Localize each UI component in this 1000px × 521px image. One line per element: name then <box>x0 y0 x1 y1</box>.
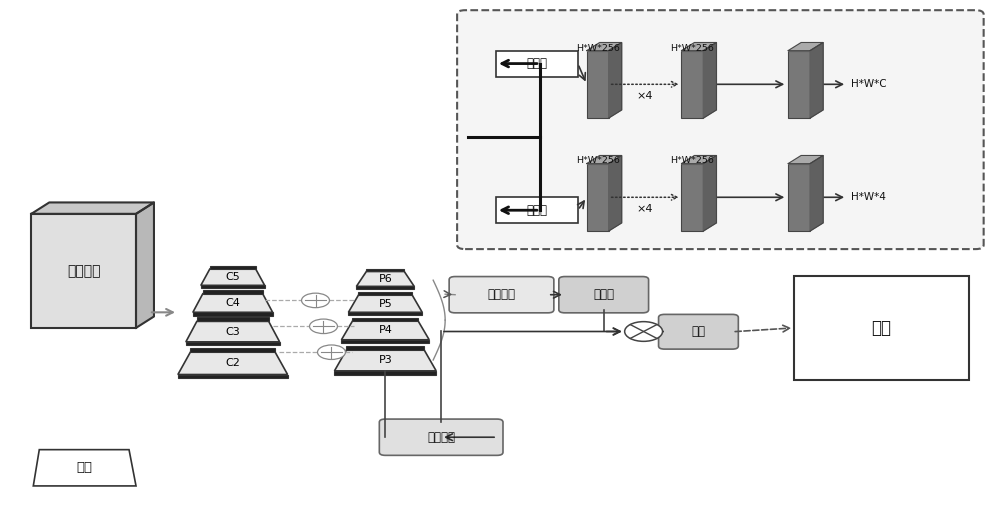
FancyBboxPatch shape <box>794 276 969 380</box>
Polygon shape <box>703 155 716 231</box>
FancyBboxPatch shape <box>203 290 263 294</box>
FancyBboxPatch shape <box>681 164 703 231</box>
Circle shape <box>310 319 337 333</box>
Circle shape <box>318 345 345 359</box>
Text: 回归器: 回归器 <box>526 204 547 217</box>
FancyBboxPatch shape <box>358 292 412 295</box>
Polygon shape <box>788 43 823 51</box>
FancyBboxPatch shape <box>496 51 578 77</box>
FancyBboxPatch shape <box>178 375 288 378</box>
FancyBboxPatch shape <box>379 419 503 455</box>
FancyBboxPatch shape <box>587 164 609 231</box>
Text: H*W*256: H*W*256 <box>576 156 620 165</box>
Text: C4: C4 <box>225 298 240 308</box>
Text: C5: C5 <box>225 272 240 282</box>
Text: 分割模块: 分割模块 <box>427 431 455 444</box>
Text: 输出: 输出 <box>871 319 891 337</box>
Text: H*W*256: H*W*256 <box>671 44 714 53</box>
FancyBboxPatch shape <box>659 314 738 349</box>
Text: ×4: ×4 <box>636 91 653 101</box>
Text: 主干网络: 主干网络 <box>67 264 100 278</box>
Polygon shape <box>681 43 716 51</box>
Text: P3: P3 <box>378 355 392 365</box>
Polygon shape <box>703 43 716 118</box>
Text: C2: C2 <box>225 358 240 368</box>
Text: ×4: ×4 <box>636 204 653 214</box>
FancyBboxPatch shape <box>356 287 414 289</box>
FancyBboxPatch shape <box>559 277 649 313</box>
Text: H*W*256: H*W*256 <box>576 44 620 53</box>
Text: 后处理: 后处理 <box>593 288 614 301</box>
Polygon shape <box>587 43 622 51</box>
Polygon shape <box>33 450 136 486</box>
Polygon shape <box>609 43 622 118</box>
Text: 输入: 输入 <box>77 461 93 474</box>
Text: P5: P5 <box>378 299 392 309</box>
FancyBboxPatch shape <box>788 164 810 231</box>
FancyBboxPatch shape <box>346 346 424 350</box>
Text: H*W*C: H*W*C <box>851 79 887 89</box>
FancyBboxPatch shape <box>352 318 418 321</box>
FancyBboxPatch shape <box>496 197 578 223</box>
FancyBboxPatch shape <box>31 214 136 328</box>
Circle shape <box>625 321 663 341</box>
FancyBboxPatch shape <box>334 371 436 375</box>
Polygon shape <box>186 321 280 342</box>
Text: H*W*4: H*W*4 <box>851 192 886 202</box>
FancyBboxPatch shape <box>788 51 810 118</box>
Polygon shape <box>681 155 716 164</box>
Polygon shape <box>810 155 823 231</box>
FancyBboxPatch shape <box>449 277 554 313</box>
Text: P6: P6 <box>378 274 392 284</box>
Text: H*W*256: H*W*256 <box>671 156 714 165</box>
FancyBboxPatch shape <box>341 340 429 343</box>
Text: 分类模块: 分类模块 <box>487 288 515 301</box>
Polygon shape <box>810 43 823 118</box>
Polygon shape <box>788 155 823 164</box>
FancyBboxPatch shape <box>210 266 256 269</box>
Polygon shape <box>609 155 622 231</box>
FancyBboxPatch shape <box>366 269 404 271</box>
Polygon shape <box>348 295 422 312</box>
Polygon shape <box>178 352 288 375</box>
Text: 分类器: 分类器 <box>526 57 547 70</box>
Polygon shape <box>334 350 436 371</box>
Polygon shape <box>201 269 265 286</box>
FancyBboxPatch shape <box>348 312 422 315</box>
FancyBboxPatch shape <box>197 317 269 321</box>
Circle shape <box>302 293 329 308</box>
FancyBboxPatch shape <box>681 51 703 118</box>
FancyBboxPatch shape <box>457 10 984 249</box>
Polygon shape <box>136 203 154 328</box>
Text: C3: C3 <box>225 327 240 337</box>
FancyBboxPatch shape <box>193 312 273 316</box>
Text: P4: P4 <box>378 326 392 336</box>
FancyBboxPatch shape <box>587 51 609 118</box>
FancyBboxPatch shape <box>201 286 265 288</box>
Polygon shape <box>193 294 273 312</box>
Polygon shape <box>587 155 622 164</box>
FancyBboxPatch shape <box>186 342 280 345</box>
Polygon shape <box>356 271 414 287</box>
Polygon shape <box>341 321 429 340</box>
Text: 阈値: 阈値 <box>691 325 705 338</box>
FancyBboxPatch shape <box>190 348 275 352</box>
Polygon shape <box>31 203 154 214</box>
